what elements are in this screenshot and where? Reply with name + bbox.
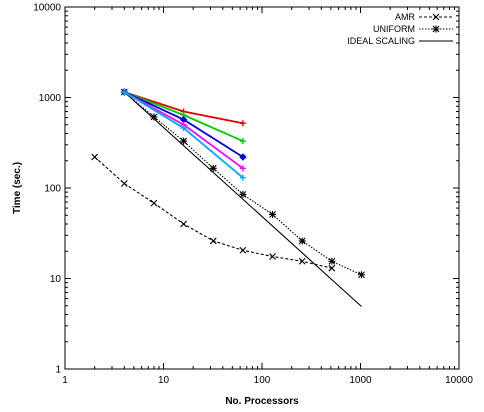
data-point xyxy=(269,210,277,218)
series-layer xyxy=(91,88,366,307)
data-point xyxy=(239,120,246,127)
data-point xyxy=(180,137,188,145)
series-amr xyxy=(91,153,336,272)
data-point xyxy=(121,89,128,96)
data-point xyxy=(432,13,440,21)
data-point xyxy=(150,113,158,121)
data-point xyxy=(432,25,440,33)
data-point xyxy=(209,164,217,172)
series-line xyxy=(123,91,244,179)
series-colored-run xyxy=(121,89,246,181)
y-tick-label: 10000 xyxy=(33,3,61,14)
data-point xyxy=(239,190,247,198)
series-line xyxy=(123,91,362,307)
x-tick-label: 10 xyxy=(158,375,170,386)
x-tick-label: 1 xyxy=(62,375,68,386)
series-line xyxy=(94,156,333,269)
series-line xyxy=(123,91,362,276)
plot-frame xyxy=(64,6,460,370)
data-point xyxy=(239,165,246,172)
y-tick-label: 100 xyxy=(44,184,61,195)
axis-ticks xyxy=(64,7,459,370)
data-point xyxy=(239,153,247,161)
data-point xyxy=(239,246,247,254)
series-ideal-scaling xyxy=(123,91,362,307)
data-point xyxy=(239,174,246,181)
legend: AMR UNIFORM IDEAL SCALING xyxy=(347,12,453,46)
data-point xyxy=(269,253,276,260)
data-point xyxy=(120,180,128,187)
y-axis-title: Time (sec.) xyxy=(12,162,23,214)
data-point xyxy=(209,237,217,245)
data-point xyxy=(358,271,366,279)
x-tick-label: 10000 xyxy=(445,375,473,386)
axis-tick-labels: 1 10 100 1000 10000 1 10 100 1000 10000 xyxy=(33,3,473,387)
data-point xyxy=(328,264,336,272)
data-point xyxy=(328,257,336,265)
data-point xyxy=(180,125,187,132)
y-tick-label: 1 xyxy=(55,365,61,376)
data-point xyxy=(239,138,246,145)
data-point xyxy=(298,257,306,265)
legend-label: UNIFORM xyxy=(373,24,415,34)
y-tick-label: 1000 xyxy=(39,93,62,104)
data-point xyxy=(150,199,158,207)
legend-label: AMR xyxy=(395,12,416,22)
data-point xyxy=(91,153,99,161)
x-tick-label: 1000 xyxy=(349,375,372,386)
legend-label: IDEAL SCALING xyxy=(347,36,415,46)
data-point xyxy=(180,220,187,228)
x-tick-label: 100 xyxy=(254,375,271,386)
x-axis-title: No. Processors xyxy=(225,396,299,407)
y-tick-label: 10 xyxy=(50,274,62,285)
data-point xyxy=(298,237,306,245)
